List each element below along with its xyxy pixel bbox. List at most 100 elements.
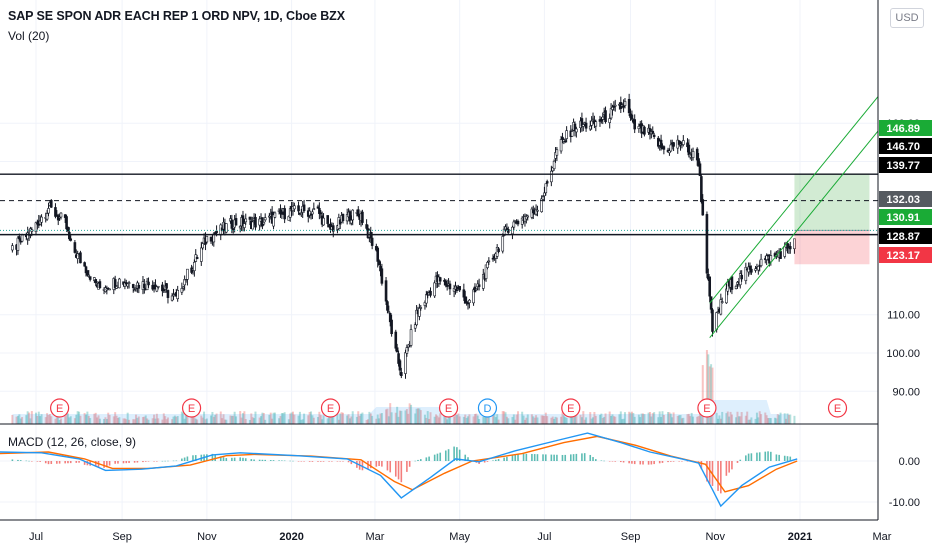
macd-histogram-bar — [283, 460, 286, 462]
macd-histogram-bar — [700, 461, 703, 470]
price-axis-tag-label: 146.89 — [886, 123, 920, 135]
price-candles — [11, 93, 796, 379]
channel-line — [709, 84, 888, 304]
macd-histogram-bar — [708, 461, 711, 484]
macd-signal-line — [0, 435, 798, 493]
volume-bar — [748, 419, 751, 424]
price-axis-panel — [878, 0, 932, 550]
volume-bar — [628, 411, 631, 424]
earnings-marker[interactable]: E — [561, 398, 581, 418]
candle — [613, 99, 617, 112]
macd-histogram-bar — [628, 461, 630, 464]
macd-histogram-bar — [686, 461, 689, 462]
candle — [56, 213, 60, 226]
candle — [526, 214, 530, 221]
earnings-marker[interactable]: E — [697, 398, 717, 418]
candle — [186, 268, 189, 286]
macd-histogram-bar — [361, 461, 364, 471]
price-axis-tag-label: 123.17 — [886, 250, 920, 262]
macd-histogram-bar — [400, 461, 403, 483]
volume-bar — [190, 412, 193, 424]
candle-body — [779, 251, 782, 259]
volume-bar — [258, 417, 261, 424]
volume-bar — [542, 415, 545, 424]
candle — [151, 280, 154, 291]
volume-bar — [329, 413, 332, 424]
macd-histogram-bar — [783, 455, 786, 461]
earnings-marker[interactable]: E — [181, 398, 202, 418]
candle — [415, 305, 418, 327]
volume-bar — [657, 417, 660, 424]
macd-histogram-bar — [133, 461, 136, 463]
volume-bar — [546, 416, 549, 424]
earnings-marker[interactable]: E — [320, 398, 341, 418]
candle-body — [757, 266, 760, 271]
volume-bar — [726, 411, 729, 424]
volume-bar — [598, 414, 601, 424]
volume-bar — [97, 415, 100, 424]
candle — [302, 199, 306, 213]
volume-bar — [754, 418, 757, 424]
candle — [98, 279, 102, 289]
currency-button[interactable]: USD — [890, 8, 924, 28]
candle — [687, 139, 691, 158]
volume-bar — [580, 417, 583, 424]
candle-body — [230, 219, 234, 229]
macd-histogram-bar — [350, 461, 353, 465]
volume-bar — [701, 365, 704, 424]
earnings-marker[interactable]: E — [438, 398, 459, 418]
volume-bar — [98, 418, 101, 424]
volume-bar — [690, 412, 693, 424]
candle — [156, 285, 160, 290]
candle-body — [570, 131, 574, 137]
candle — [662, 145, 666, 155]
volume-bar — [579, 414, 582, 424]
volume-bar — [783, 413, 786, 424]
volume-bar — [496, 414, 499, 424]
earnings-marker[interactable]: E — [827, 398, 848, 418]
candle-body — [429, 290, 432, 296]
volume-bar — [621, 419, 624, 424]
dividend-marker[interactable]: D — [477, 398, 498, 418]
volume-bar — [44, 417, 47, 424]
earnings-marker-label: E — [834, 403, 841, 415]
macd-histogram-bar — [289, 460, 292, 462]
candle-body — [415, 309, 418, 326]
volume-bar — [369, 413, 372, 424]
macd-histogram-bar — [536, 454, 539, 461]
volume-bar — [368, 411, 371, 424]
volume-bar — [112, 416, 115, 424]
candle-body — [448, 283, 452, 290]
volume-bar — [328, 415, 331, 424]
volume-bar — [669, 413, 672, 424]
candle-body — [350, 219, 353, 224]
macd-histogram-bar — [453, 446, 455, 461]
earnings-marker[interactable]: E — [50, 398, 70, 418]
volume-bar — [590, 418, 593, 424]
candle — [29, 226, 32, 239]
y-axis-tick-label: 100.00 — [886, 348, 920, 360]
candle-body — [386, 301, 389, 311]
candle-body — [170, 295, 174, 301]
candle — [243, 218, 246, 232]
volume-bar — [126, 412, 129, 424]
candle-body — [370, 237, 374, 246]
macd-histogram-bar — [511, 455, 514, 461]
candle-body — [433, 282, 436, 297]
volume-bar — [408, 403, 411, 424]
volume-bar — [225, 419, 228, 424]
candle — [241, 210, 245, 232]
candle-body — [341, 213, 345, 221]
volume-bar — [133, 419, 136, 424]
volume-bars — [11, 350, 796, 424]
volume-bar — [280, 413, 283, 424]
volume-bar — [504, 412, 507, 424]
volume-bar — [93, 413, 96, 424]
volume-bar — [540, 415, 543, 424]
earnings-marker-label: E — [703, 403, 710, 415]
volume-bar — [262, 413, 265, 424]
candle — [258, 216, 261, 231]
candle — [263, 213, 267, 222]
macd-histogram-bar — [108, 461, 111, 466]
